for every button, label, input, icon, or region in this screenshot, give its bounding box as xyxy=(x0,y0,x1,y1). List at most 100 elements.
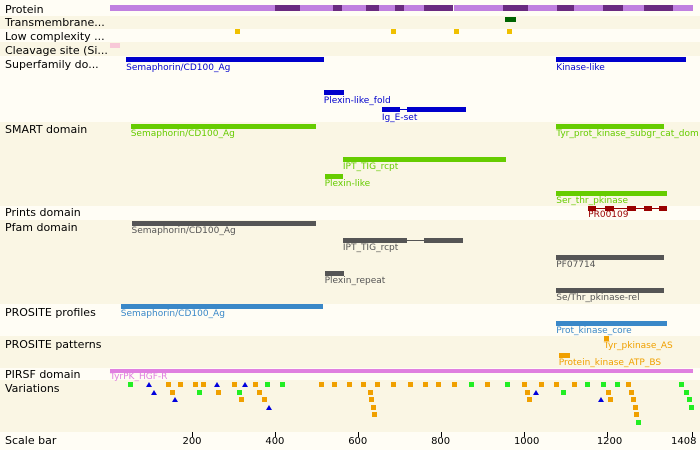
variation-square-mark[interactable] xyxy=(318,382,324,387)
variation-square-mark[interactable] xyxy=(615,382,621,387)
protein-segment[interactable] xyxy=(424,5,454,11)
variation-square-mark[interactable] xyxy=(630,397,636,403)
protein-segment[interactable] xyxy=(557,5,574,11)
variation-square-mark[interactable] xyxy=(633,412,639,418)
variation-square-mark[interactable] xyxy=(239,397,245,403)
smart-semaphorin-cd100-ag-bar[interactable] xyxy=(130,124,316,129)
pfam-plexin-repeat-bar[interactable] xyxy=(324,271,344,276)
variation-triangle-mark[interactable] xyxy=(242,382,249,387)
variation-square-mark[interactable] xyxy=(361,382,367,387)
variation-square-mark[interactable] xyxy=(407,382,413,387)
transmembrane-segment[interactable] xyxy=(505,17,516,22)
superfamily-semaphorin-cd100-ag-bar[interactable] xyxy=(126,57,324,62)
protein-segment[interactable] xyxy=(403,5,425,11)
variation-square-mark[interactable] xyxy=(256,389,262,395)
prosite-pattern-protein-kinase-atp-bs-bar[interactable] xyxy=(558,353,571,358)
variation-square-mark[interactable] xyxy=(606,389,612,395)
prints-pr00109-block[interactable] xyxy=(604,206,615,211)
variation-square-mark[interactable] xyxy=(625,382,631,387)
variation-square-mark[interactable] xyxy=(686,397,692,403)
variation-triangle-mark[interactable] xyxy=(151,389,158,395)
variation-square-mark[interactable] xyxy=(584,382,590,387)
low-complexity-mark[interactable] xyxy=(453,29,459,34)
variation-square-mark[interactable] xyxy=(485,382,491,387)
variation-square-mark[interactable] xyxy=(236,389,242,395)
protein-segment[interactable] xyxy=(602,5,624,11)
variation-square-mark[interactable] xyxy=(608,397,614,403)
prints-pr00109-block[interactable] xyxy=(658,206,667,211)
variation-square-mark[interactable] xyxy=(370,404,376,410)
variation-square-mark[interactable] xyxy=(554,382,560,387)
variation-square-mark[interactable] xyxy=(391,382,397,387)
variation-triangle-mark[interactable] xyxy=(533,389,540,395)
variation-square-mark[interactable] xyxy=(679,382,685,387)
variation-square-mark[interactable] xyxy=(689,404,695,410)
prosite-pattern-tyr-pkinase-as-bar[interactable] xyxy=(603,336,609,341)
prints-pr00109-block[interactable] xyxy=(626,206,636,211)
protein-segment[interactable] xyxy=(341,5,367,11)
protein-segment[interactable] xyxy=(333,5,342,11)
variation-square-mark[interactable] xyxy=(600,382,606,387)
variation-square-mark[interactable] xyxy=(192,382,198,387)
variation-square-mark[interactable] xyxy=(374,382,380,387)
pfam-ipt-tig-rcpt-segment[interactable] xyxy=(424,238,464,243)
variation-square-mark[interactable] xyxy=(504,382,510,387)
pfam-ipt-tig-rcpt-segment[interactable] xyxy=(342,238,408,243)
low-complexity-mark[interactable] xyxy=(391,29,397,34)
variation-square-mark[interactable] xyxy=(526,397,532,403)
smart-ipt-tig-rcpt-bar[interactable] xyxy=(342,157,506,162)
variation-square-mark[interactable] xyxy=(423,382,429,387)
pfam-semaphorin-cd100-ag-bar[interactable] xyxy=(131,221,316,226)
prints-pr00109-block[interactable] xyxy=(644,206,653,211)
prosite-profile-prot-kinase-core-bar[interactable] xyxy=(556,321,667,326)
protein-segment[interactable] xyxy=(503,5,529,11)
variation-square-mark[interactable] xyxy=(683,389,689,395)
superfamily-ig-e-set-segment[interactable] xyxy=(381,107,400,112)
protein-segment[interactable] xyxy=(528,5,558,11)
variation-triangle-mark[interactable] xyxy=(597,397,604,403)
variation-square-mark[interactable] xyxy=(521,382,527,387)
variation-square-mark[interactable] xyxy=(539,382,545,387)
protein-segment[interactable] xyxy=(378,5,396,11)
pfam-pf07714-bar[interactable] xyxy=(556,255,664,260)
variation-square-mark[interactable] xyxy=(561,389,567,395)
prints-pr00109-block[interactable] xyxy=(588,206,597,211)
variation-square-mark[interactable] xyxy=(265,382,271,387)
variation-square-mark[interactable] xyxy=(436,382,442,387)
superfamily-ig-e-set-segment[interactable] xyxy=(406,107,466,112)
variation-square-mark[interactable] xyxy=(632,404,638,410)
superfamily-ig-e-set-gap-line[interactable] xyxy=(399,109,407,110)
protein-segment[interactable] xyxy=(395,5,404,11)
variation-square-mark[interactable] xyxy=(231,382,237,387)
variation-triangle-mark[interactable] xyxy=(145,382,152,387)
variation-square-mark[interactable] xyxy=(346,382,352,387)
variation-square-mark[interactable] xyxy=(166,382,172,387)
pfam-ipt-tig-rcpt-gap-line[interactable] xyxy=(407,240,425,241)
variation-square-mark[interactable] xyxy=(525,389,531,395)
variation-square-mark[interactable] xyxy=(216,389,222,395)
variation-square-mark[interactable] xyxy=(279,382,285,387)
low-complexity-mark[interactable] xyxy=(507,29,513,34)
protein-segment[interactable] xyxy=(623,5,645,11)
smart-ser-thr-pkinase-bar[interactable] xyxy=(556,191,667,196)
variation-square-mark[interactable] xyxy=(261,397,267,403)
variation-square-mark[interactable] xyxy=(169,389,175,395)
variation-square-mark[interactable] xyxy=(128,382,134,387)
cleavage-site-mark[interactable] xyxy=(110,43,120,48)
variation-square-mark[interactable] xyxy=(369,397,375,403)
variation-triangle-mark[interactable] xyxy=(214,382,221,387)
variation-triangle-mark[interactable] xyxy=(172,397,179,403)
variation-triangle-mark[interactable] xyxy=(266,404,273,410)
variation-square-mark[interactable] xyxy=(367,389,373,395)
protein-segment[interactable] xyxy=(573,5,603,11)
variation-square-mark[interactable] xyxy=(628,389,634,395)
protein-segment[interactable] xyxy=(110,5,276,11)
variation-square-mark[interactable] xyxy=(571,382,577,387)
protein-segment[interactable] xyxy=(644,5,674,11)
variation-square-mark[interactable] xyxy=(371,412,377,418)
variation-square-mark[interactable] xyxy=(332,382,338,387)
protein-segment[interactable] xyxy=(275,5,301,11)
protein-segment[interactable] xyxy=(673,5,693,11)
protein-segment[interactable] xyxy=(300,5,334,11)
protein-segment[interactable] xyxy=(453,5,504,11)
